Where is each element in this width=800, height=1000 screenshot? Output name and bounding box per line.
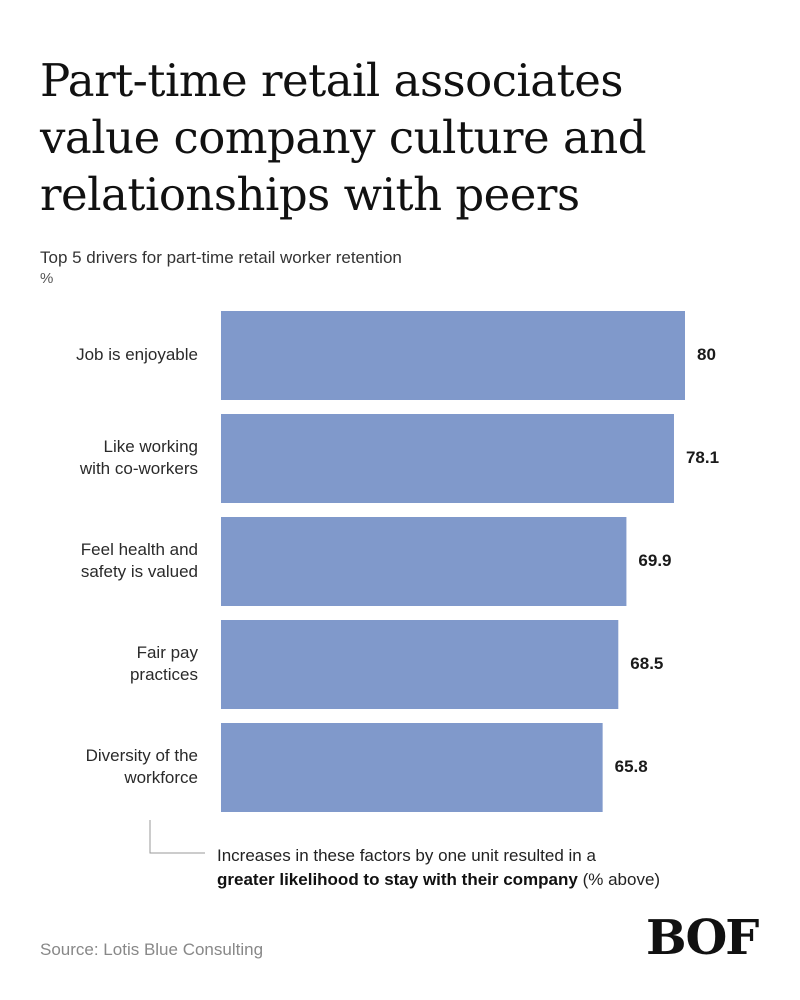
category-label-1-line-0: Like working: [104, 437, 199, 456]
value-label-2: 69.9: [638, 551, 671, 570]
value-label-0: 80: [697, 345, 716, 364]
bar-1: [221, 414, 674, 503]
bar-3: [221, 620, 619, 709]
chart-subtitle: Top 5 drivers for part-time retail worke…: [40, 248, 402, 267]
footnote-bold-text: greater likelihood to stay with their co…: [217, 870, 578, 889]
footnote-line-1: Increases in these factors by one unit r…: [217, 846, 596, 865]
category-label-4-line-0: Diversity of the: [86, 746, 198, 765]
category-label-1: Like working with co-workers: [79, 437, 198, 478]
chart-title: Part-time retail associates value compan…: [40, 54, 647, 221]
bar-0: [221, 311, 685, 400]
category-label-4: Diversity of the workforce: [86, 746, 198, 787]
note-connector-line: [149, 820, 205, 854]
bar-2: [221, 517, 627, 606]
value-labels-group: 80 78.1 69.9 68.5 65.8: [615, 345, 719, 776]
bof-logo: BOF: [646, 910, 759, 966]
category-label-0: Job is enjoyable: [76, 345, 198, 364]
bars-group: [221, 311, 685, 812]
bar-4: [221, 723, 603, 812]
category-label-4-line-1: workforce: [123, 768, 198, 787]
category-label-3: Fair pay practices: [130, 643, 199, 684]
category-label-3-line-0: Fair pay: [137, 643, 199, 662]
value-label-4: 65.8: [615, 757, 648, 776]
value-label-1: 78.1: [686, 448, 719, 467]
footnote-line-2: greater likelihood to stay with their co…: [217, 868, 757, 892]
source-text: Source: Lotis Blue Consulting: [40, 940, 264, 959]
value-label-3: 68.5: [630, 654, 663, 673]
chart-footnote: Increases in these factors by one unit r…: [217, 844, 757, 892]
category-label-3-line-1: practices: [130, 665, 198, 684]
footnote-rest-text: (% above): [577, 870, 661, 889]
category-labels-group: Job is enjoyable Like working with co-work…: [76, 345, 198, 787]
category-label-2-line-1: safety is valued: [81, 562, 198, 581]
unit-label: %: [40, 270, 54, 287]
category-label-2: Feel health and safety is valued: [81, 540, 198, 581]
category-label-1-line-1: with co-workers: [79, 459, 198, 478]
category-label-0-line-0: Job is enjoyable: [76, 345, 198, 364]
category-label-2-line-0: Feel health and: [81, 540, 198, 559]
